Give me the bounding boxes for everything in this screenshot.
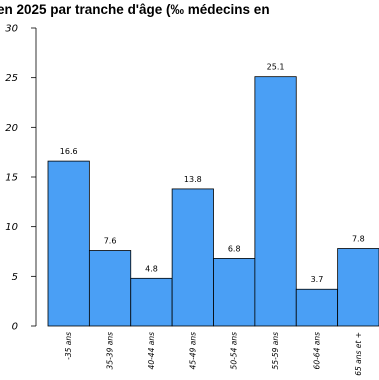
bar-value-label: 6.8 (228, 244, 241, 253)
y-tick-label: 30 (5, 24, 18, 35)
category-label: 60-64 ans (312, 332, 321, 370)
category-label: 45-49 ans (188, 332, 197, 370)
y-axis: 0 5 10 15 20 25 30 (5, 24, 37, 333)
category-label: 50-54 ans (230, 332, 239, 370)
bar (88, 250, 132, 327)
bars-group (47, 76, 379, 327)
bar (337, 248, 379, 327)
bar-value-label: 16.6 (60, 147, 78, 156)
y-tick-label: 10 (5, 222, 18, 233)
bar (130, 277, 173, 327)
bar-value-label: 7.8 (352, 235, 365, 244)
bar-value-label: 3.7 (311, 275, 324, 284)
category-label: 35-39 ans (106, 332, 115, 370)
y-tick-label: 20 (5, 123, 18, 134)
category-label: 65 ans et + (354, 332, 363, 376)
bar-value-label: 4.8 (145, 264, 158, 273)
category-label: -35 ans (64, 332, 73, 360)
bar (47, 160, 90, 327)
bar (295, 288, 339, 327)
bar (254, 76, 297, 327)
y-tick-label: 15 (5, 173, 18, 184)
bar-value-label: 25.1 (267, 63, 285, 72)
bar-value-label: 13.8 (184, 175, 202, 184)
y-tick-label: 0 (12, 322, 18, 333)
value-labels-group: 16.6 7.6 4.8 13.8 6.8 25.1 3.7 7.8 (60, 63, 365, 285)
category-label: 40-44 ans (147, 332, 156, 370)
bar (171, 188, 214, 327)
category-labels-group: -35 ans 35-39 ans 40-44 ans 45-49 ans 50-54 … (64, 332, 363, 376)
y-tick-label: 5 (12, 272, 18, 283)
chart-title: en 2025 par tranche d'âge (‰ médecins en (0, 2, 270, 17)
bar-value-label: 7.6 (104, 237, 117, 246)
y-tick-label: 25 (5, 73, 18, 84)
category-label: 55-59 ans (271, 332, 280, 370)
bar (213, 258, 256, 327)
